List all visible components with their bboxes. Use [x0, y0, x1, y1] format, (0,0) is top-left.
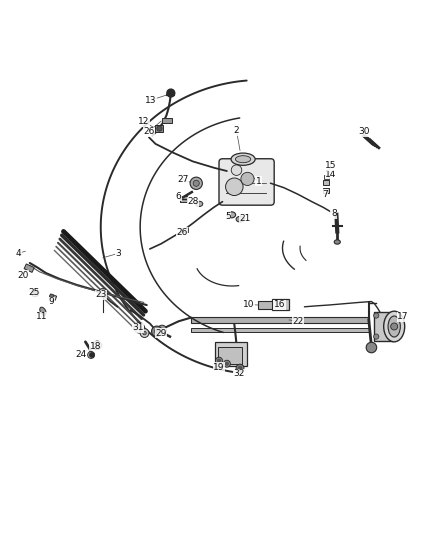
Circle shape — [366, 342, 377, 353]
Bar — [180, 197, 187, 201]
Text: 23: 23 — [95, 290, 106, 300]
Circle shape — [143, 332, 146, 335]
Polygon shape — [191, 317, 369, 322]
Circle shape — [226, 362, 228, 365]
Text: 9: 9 — [49, 297, 55, 306]
Circle shape — [374, 334, 379, 339]
Bar — [272, 300, 289, 310]
Ellipse shape — [231, 153, 255, 165]
Text: 8: 8 — [331, 209, 337, 219]
Bar — [162, 118, 172, 123]
Ellipse shape — [196, 201, 203, 206]
Text: 17: 17 — [397, 312, 409, 321]
Bar — [180, 228, 188, 232]
Ellipse shape — [334, 240, 340, 244]
Circle shape — [90, 353, 94, 357]
Circle shape — [231, 165, 242, 175]
Bar — [374, 312, 393, 341]
Text: 4: 4 — [16, 249, 21, 258]
Circle shape — [137, 326, 141, 330]
Text: 22: 22 — [292, 317, 304, 326]
Polygon shape — [191, 328, 369, 332]
Circle shape — [241, 172, 254, 185]
Text: 21: 21 — [240, 214, 251, 223]
Bar — [218, 347, 242, 364]
Text: 25: 25 — [28, 288, 40, 297]
FancyBboxPatch shape — [219, 159, 274, 205]
Circle shape — [167, 89, 175, 97]
Text: 28: 28 — [187, 197, 198, 206]
Circle shape — [152, 326, 162, 336]
Text: 12: 12 — [138, 117, 149, 126]
Text: 31: 31 — [132, 324, 144, 332]
Circle shape — [99, 288, 107, 297]
Circle shape — [88, 351, 95, 359]
Text: 6: 6 — [176, 192, 182, 201]
Circle shape — [93, 341, 102, 350]
Text: 11: 11 — [36, 312, 47, 321]
Circle shape — [190, 177, 202, 189]
Bar — [323, 180, 329, 185]
Text: 29: 29 — [155, 328, 167, 337]
Text: 19: 19 — [213, 363, 225, 372]
Circle shape — [391, 323, 398, 330]
Circle shape — [236, 364, 244, 372]
Circle shape — [33, 291, 37, 295]
Ellipse shape — [384, 311, 405, 342]
Text: 26: 26 — [143, 127, 155, 136]
Text: 18: 18 — [90, 342, 101, 351]
Circle shape — [218, 359, 220, 362]
Circle shape — [374, 313, 379, 318]
Text: 3: 3 — [115, 249, 121, 258]
Text: 5: 5 — [225, 212, 231, 221]
Circle shape — [226, 178, 243, 196]
Text: 10: 10 — [243, 300, 254, 309]
Bar — [323, 188, 329, 193]
Circle shape — [31, 289, 39, 297]
Text: 16: 16 — [274, 300, 285, 309]
Circle shape — [193, 180, 199, 187]
Circle shape — [223, 360, 230, 367]
Text: 7: 7 — [322, 190, 328, 199]
Bar — [215, 342, 247, 366]
Ellipse shape — [227, 212, 236, 218]
Ellipse shape — [236, 156, 251, 163]
Circle shape — [49, 294, 54, 298]
Circle shape — [155, 329, 159, 334]
Circle shape — [215, 357, 223, 364]
Ellipse shape — [236, 216, 244, 222]
Text: 14: 14 — [325, 170, 336, 179]
Text: 32: 32 — [233, 369, 244, 378]
Bar — [324, 174, 329, 179]
Circle shape — [238, 366, 242, 370]
Circle shape — [157, 126, 162, 131]
Text: 27: 27 — [177, 175, 189, 184]
Ellipse shape — [40, 307, 46, 315]
Circle shape — [158, 325, 166, 334]
Text: 2: 2 — [234, 126, 239, 135]
Text: 15: 15 — [325, 161, 336, 170]
Text: 30: 30 — [358, 127, 369, 136]
Circle shape — [134, 322, 145, 333]
Text: 26: 26 — [176, 228, 187, 237]
Text: 13: 13 — [145, 95, 157, 104]
Text: 24: 24 — [75, 350, 87, 359]
Polygon shape — [364, 135, 375, 145]
Circle shape — [140, 329, 149, 337]
Text: 20: 20 — [17, 271, 28, 280]
Bar — [24, 264, 34, 272]
Bar — [258, 301, 272, 309]
Text: 1: 1 — [255, 176, 261, 185]
Bar — [155, 125, 163, 132]
Ellipse shape — [388, 316, 400, 337]
Bar — [49, 294, 57, 300]
